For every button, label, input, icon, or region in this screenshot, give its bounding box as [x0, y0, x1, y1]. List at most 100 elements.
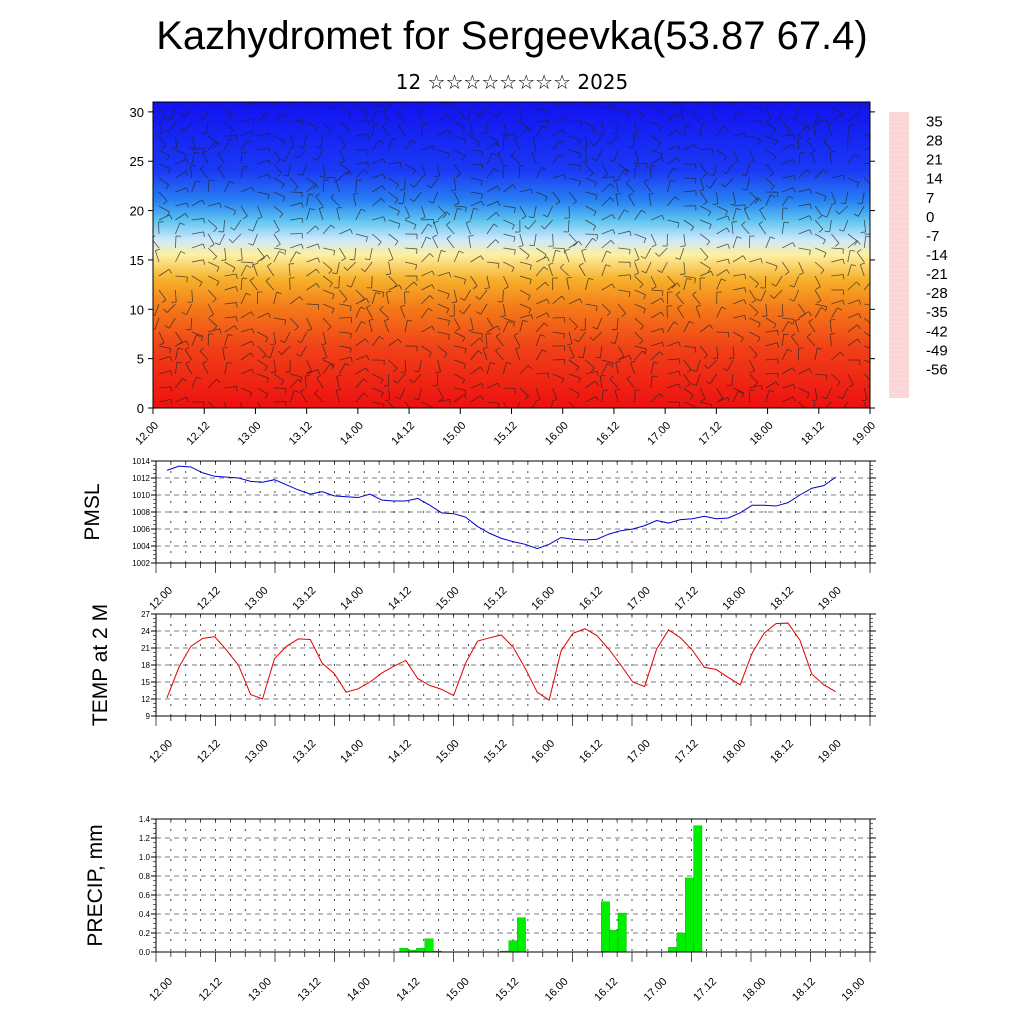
wind-barb [437, 359, 441, 372]
wind-barb-flag [464, 390, 467, 396]
wind-barb [421, 345, 432, 353]
wind-barb [615, 362, 619, 375]
wind-barb [355, 289, 365, 299]
wind-barb-flag [823, 196, 827, 202]
wind-barb-flag [753, 354, 758, 359]
wind-barb [667, 383, 679, 389]
wind-barb-flag [628, 192, 634, 196]
panel-xtick-label: 15.12 [482, 738, 510, 766]
wind-barb [273, 205, 284, 215]
wind-barb [716, 397, 728, 403]
wind-barb-flag [350, 357, 353, 363]
wind-barb-flag [412, 169, 416, 175]
wind-barb [437, 149, 450, 154]
wind-barb [371, 110, 377, 123]
wind-barb-flag [514, 249, 516, 255]
wind-barb-flag [177, 347, 183, 350]
wind-barb [814, 233, 826, 241]
wind-barb-flag [670, 180, 676, 183]
wind-barb-flag [625, 168, 630, 173]
wind-barb [470, 275, 478, 287]
panel-ytick-label: 1014 [132, 457, 150, 466]
wind-barb [716, 258, 729, 263]
wind-barb-flag [504, 413, 508, 415]
wind-barb [371, 140, 380, 151]
wind-barb [650, 289, 663, 292]
wind-barb-flag [578, 262, 584, 267]
wind-barb [486, 401, 499, 404]
wind-barb-flag [792, 242, 796, 248]
wind-barb [388, 359, 398, 369]
wind-barb [716, 149, 727, 157]
wind-barb-flag [837, 396, 843, 400]
wind-barb-flag [495, 333, 501, 337]
panel-ytick-label: 1.0 [139, 853, 151, 862]
wind-barb [667, 358, 680, 361]
wind-barb [486, 141, 497, 151]
wind-barb [781, 321, 789, 333]
wind-barb-flag [398, 122, 404, 127]
wind-barb [863, 219, 867, 232]
wind-barb [388, 138, 393, 151]
wind-barb-flag [447, 153, 450, 159]
wind-barb [454, 331, 466, 338]
wind-barb [207, 233, 215, 245]
wind-barb-flag [243, 165, 249, 168]
wind-barb-flag [548, 262, 554, 266]
wind-barb-flag [306, 370, 312, 374]
wind-barb [191, 147, 204, 151]
wind-barb [273, 233, 281, 245]
wind-barb-flag [493, 223, 499, 228]
wind-barb [470, 163, 483, 166]
wind-barb [793, 275, 799, 288]
wind-barb [798, 126, 807, 137]
panel-xtick-label: 16.00 [543, 976, 571, 1004]
wind-barb [823, 140, 832, 151]
wind-barb-flag [610, 183, 615, 188]
wind-barb-flag [170, 399, 173, 405]
wind-barb-flag [809, 215, 812, 221]
wind-barb [732, 236, 738, 249]
wind-barb-flag [574, 410, 577, 414]
wind-barb-flag [309, 208, 315, 211]
wind-barb [765, 390, 770, 403]
wind-barb [650, 311, 662, 319]
wind-barb [318, 208, 324, 221]
wind-barb [765, 194, 771, 207]
wind-barb [519, 314, 532, 319]
wind-barb [609, 135, 619, 145]
wind-barb-flag [221, 259, 227, 261]
wind-barb-flag [576, 393, 580, 399]
wind-barb [859, 264, 865, 277]
wind-barb [831, 113, 841, 123]
wind-barb-flag [186, 187, 189, 193]
heatmap-ytick-label: 5 [137, 352, 144, 367]
wind-barb-flag [661, 311, 665, 317]
wind-barb-flag [214, 410, 217, 414]
wind-barb [437, 317, 450, 321]
wind-barb [158, 121, 163, 134]
heatmap-xtick-label: 13.12 [287, 420, 315, 448]
panel-xtick-label: 15.00 [444, 976, 472, 1004]
wind-barb-flag [686, 369, 692, 373]
panel-xtick-label: 17.12 [691, 976, 719, 1004]
precip-bar [416, 948, 425, 953]
wind-barb-flag [497, 150, 503, 154]
wind-barb-flag [610, 341, 616, 344]
wind-barb-flag [612, 229, 616, 235]
wind-barb-flag [463, 279, 467, 285]
wind-barb [518, 166, 521, 179]
wind-barb [388, 387, 391, 400]
wind-barb-flag [760, 258, 763, 264]
wind-barb-flag [657, 142, 662, 148]
wind-barb [322, 345, 328, 358]
wind-barb-flag [793, 319, 795, 325]
panel-xtick-label: 12.00 [147, 585, 175, 613]
wind-barb [302, 163, 307, 176]
wind-barb-flag [227, 334, 233, 337]
wind-barb [601, 176, 614, 179]
wind-barb-flag [216, 379, 221, 384]
wind-barb [336, 208, 340, 221]
wind-barb [634, 233, 646, 239]
wind-barb-flag [816, 299, 822, 304]
